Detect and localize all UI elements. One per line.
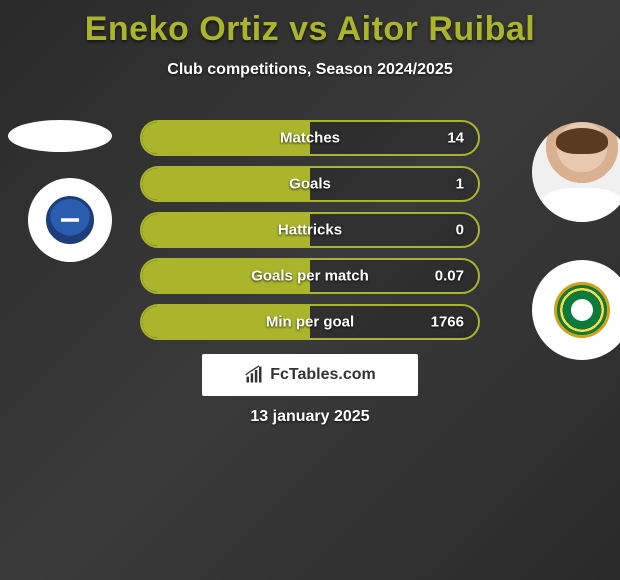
date: 13 january 2025	[0, 408, 620, 426]
stat-label: Hattricks	[142, 222, 478, 239]
stats-panel: Matches 14 Goals 1 Hattricks 0 Goals per…	[140, 120, 480, 350]
player-left-avatar-placeholder	[8, 120, 112, 152]
chart-icon	[244, 365, 264, 385]
stat-value: 0	[456, 222, 464, 239]
stat-row-goals-per-match: Goals per match 0.07	[140, 258, 480, 294]
subtitle: Club competitions, Season 2024/2025	[0, 61, 620, 79]
page-title: Eneko Ortiz vs Aitor Ruibal	[0, 0, 620, 49]
watermark-text: FcTables.com	[270, 366, 376, 384]
stat-row-matches: Matches 14	[140, 120, 480, 156]
comparison-card: Eneko Ortiz vs Aitor Ruibal Club competi…	[0, 0, 620, 450]
player-right-club-badge	[532, 260, 620, 360]
stat-value: 1	[456, 176, 464, 193]
stat-label: Min per goal	[142, 314, 478, 331]
stat-value: 1766	[431, 314, 464, 331]
stat-row-hattricks: Hattricks 0	[140, 212, 480, 248]
stat-row-min-per-goal: Min per goal 1766	[140, 304, 480, 340]
betis-badge-icon	[554, 282, 610, 338]
player-left-club-badge	[28, 178, 112, 262]
stat-value: 14	[447, 130, 464, 147]
player-right-avatar	[532, 122, 620, 222]
alaves-badge-icon	[46, 196, 94, 244]
stat-row-goals: Goals 1	[140, 166, 480, 202]
stat-label: Goals per match	[142, 268, 478, 285]
stat-label: Matches	[142, 130, 478, 147]
stat-value: 0.07	[435, 268, 464, 285]
stat-label: Goals	[142, 176, 478, 193]
watermark: FcTables.com	[202, 354, 418, 396]
